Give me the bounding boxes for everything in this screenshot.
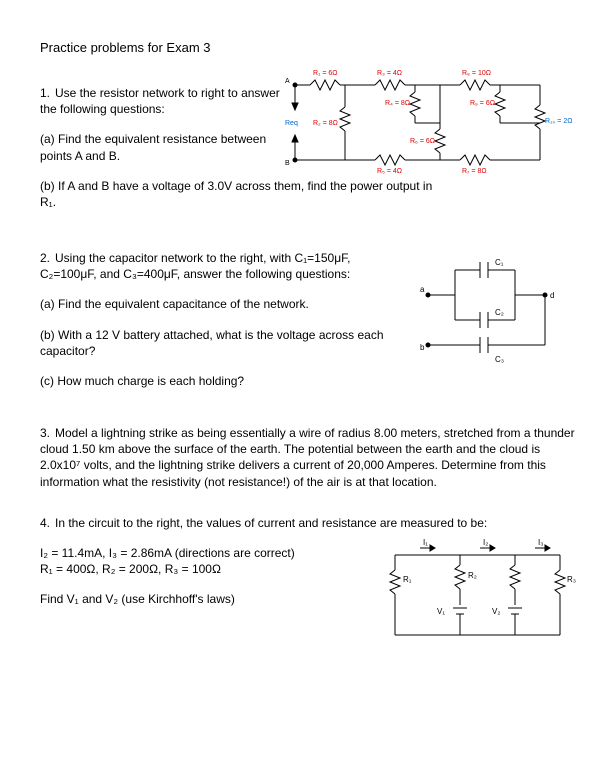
page-title: Practice problems for Exam 3 (40, 40, 575, 55)
svg-text:B: B (285, 160, 290, 167)
svg-text:a: a (420, 285, 425, 294)
svg-text:V₁: V₁ (437, 607, 445, 616)
svg-text:R₇ = 8Ω: R₇ = 8Ω (462, 168, 487, 175)
p4-text: In the circuit to the right, the values … (55, 516, 487, 530)
svg-text:C₃: C₃ (495, 355, 504, 364)
svg-text:C₁: C₁ (495, 258, 504, 267)
p4-line3: Find V₁ and V₂ (use Kirchhoff's laws) (40, 592, 235, 606)
kirchhoff-circuit: I₁ I₂ I₃ R₁ R₂ R₃ V₁ V₂ (385, 540, 575, 650)
p2-c: How much charge is each holding? (57, 374, 244, 388)
svg-text:R₂ = 8Ω: R₂ = 8Ω (313, 120, 338, 127)
problem-2: 2.Using the capacitor network to the rig… (40, 250, 575, 400)
resistor-network: A B Req R₁ = 6Ω R₂ = 8Ω R₃ = 4Ω R₄ = 8Ω … (285, 65, 575, 185)
svg-text:A: A (285, 78, 290, 85)
capacitor-network: a b d C₁ C₂ C₃ (420, 250, 570, 380)
p4-line1: I₂ = 11.4mA, I₃ = 2.86mA (directions are… (40, 546, 295, 560)
svg-text:I₃: I₃ (538, 538, 543, 547)
p4-line2: R₁ = 400Ω, R₂ = 200Ω, R₃ = 100Ω (40, 562, 221, 576)
svg-text:R₁: R₁ (403, 575, 412, 584)
svg-text:R₉ = 6Ω: R₉ = 6Ω (470, 100, 495, 107)
svg-text:d: d (550, 291, 554, 300)
svg-text:R₆ = 6Ω: R₆ = 6Ω (410, 138, 435, 145)
problem-4: 4.In the circuit to the right, the value… (40, 515, 575, 645)
svg-text:C₂: C₂ (495, 308, 504, 317)
problem-3: 3.Model a lightning strike as being esse… (40, 425, 575, 490)
p2-b: With a 12 V battery attached, what is th… (40, 328, 384, 358)
p2-a: Find the equivalent capacitance of the n… (58, 297, 309, 311)
p1-text: Use the resistor network to right to ans… (40, 86, 280, 116)
svg-text:R₃: R₃ (567, 575, 576, 584)
p1-a: Find the equivalent resistance between p… (40, 132, 266, 162)
svg-text:I₂: I₂ (483, 538, 488, 547)
svg-text:R₄ = 8Ω: R₄ = 8Ω (385, 100, 410, 107)
svg-text:R₈ = 10Ω: R₈ = 10Ω (462, 70, 491, 77)
svg-text:I₁: I₁ (423, 538, 428, 547)
svg-text:R₂: R₂ (468, 571, 477, 580)
svg-text:R₁₀ = 2Ω: R₁₀ = 2Ω (545, 118, 572, 125)
svg-text:b: b (420, 343, 425, 352)
svg-text:R₅ = 4Ω: R₅ = 4Ω (377, 168, 402, 175)
p3-text: Model a lightning strike as being essent… (40, 426, 575, 489)
p2-text: Using the capacitor network to the right… (40, 251, 350, 281)
svg-text:R₁ = 6Ω: R₁ = 6Ω (313, 70, 338, 77)
svg-text:V₂: V₂ (492, 607, 500, 616)
problem-1: 1.Use the resistor network to right to a… (40, 85, 575, 225)
svg-text:R₃ = 4Ω: R₃ = 4Ω (377, 70, 402, 77)
svg-text:Req: Req (285, 120, 298, 127)
